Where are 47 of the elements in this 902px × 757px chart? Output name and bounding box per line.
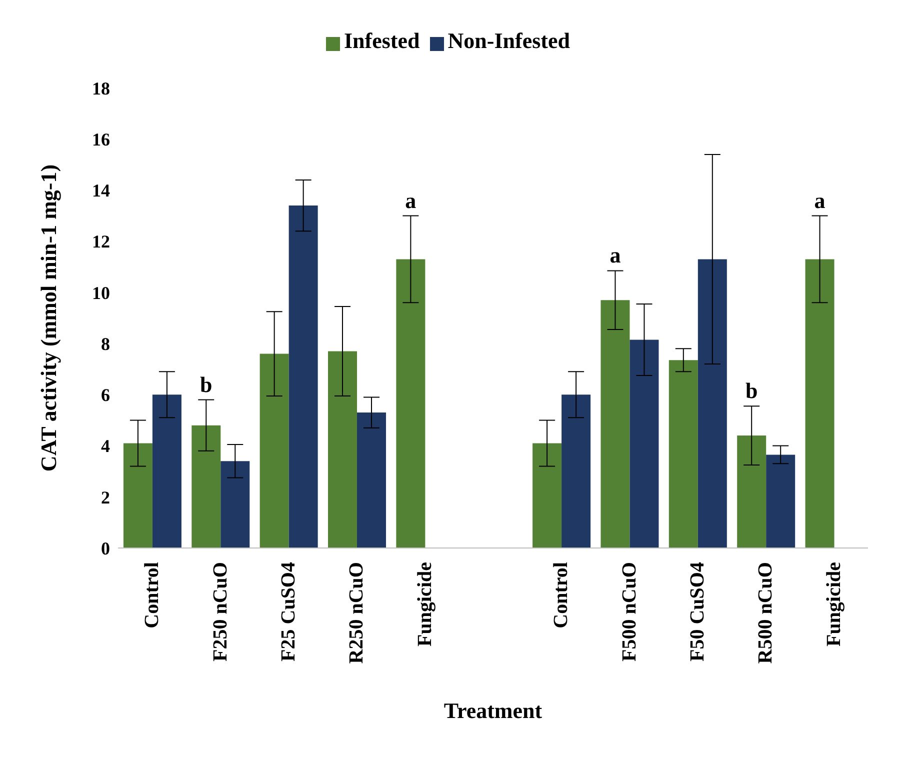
bar [192, 425, 221, 548]
y-tick-label: 18 [92, 78, 110, 98]
data-label: a [405, 188, 416, 213]
bar [766, 454, 796, 548]
x-axis-title: Treatment [444, 698, 543, 723]
data-label: a [610, 242, 621, 268]
y-tick-label: 4 [101, 436, 110, 456]
bar [532, 443, 562, 548]
bar [805, 259, 834, 548]
y-tick-label: 16 [92, 130, 110, 150]
y-tick-label: 14 [92, 180, 110, 201]
bar [668, 360, 698, 548]
bar [152, 394, 182, 548]
bar [123, 443, 152, 548]
x-tick-label: R250 nCuO [346, 562, 368, 664]
bar [220, 461, 250, 548]
y-tick-label: 6 [101, 385, 110, 406]
y-tick-label: 0 [101, 538, 110, 558]
y-tick-label: 10 [92, 282, 110, 303]
x-tick-label: Control [141, 562, 164, 628]
bar [630, 340, 659, 548]
x-tick-label: F500 nCuO [618, 562, 640, 662]
legend-label: Infested [344, 28, 420, 53]
bar [698, 259, 727, 548]
x-tick-label: F25 CuSO4 [277, 562, 300, 662]
bar [328, 351, 357, 548]
data-label: b [745, 378, 758, 404]
bar [260, 354, 289, 548]
y-tick-label: 8 [101, 334, 110, 354]
x-tick-label: Control [550, 562, 572, 628]
x-tick-label: Fungicide [414, 562, 436, 646]
x-tick-label: F250 nCuO [209, 562, 232, 662]
legend-label: Non-Infested [448, 28, 570, 53]
y-tick-label: 12 [92, 232, 110, 252]
x-tick-label: R500 nCuO [754, 562, 777, 664]
x-tick-label: Fungicide [822, 562, 845, 646]
bar [288, 206, 318, 548]
x-tick-label: F50 CuSO4 [686, 562, 709, 662]
y-tick-label: 2 [101, 487, 110, 508]
bar [357, 412, 386, 548]
bar [562, 394, 591, 548]
bar [737, 436, 766, 548]
bar [600, 300, 630, 548]
bar [396, 259, 426, 548]
y-axis-title: CAT activity (mmol min-1 mg-1) [36, 164, 61, 472]
data-label: b [200, 372, 212, 397]
data-label: a [814, 188, 826, 213]
